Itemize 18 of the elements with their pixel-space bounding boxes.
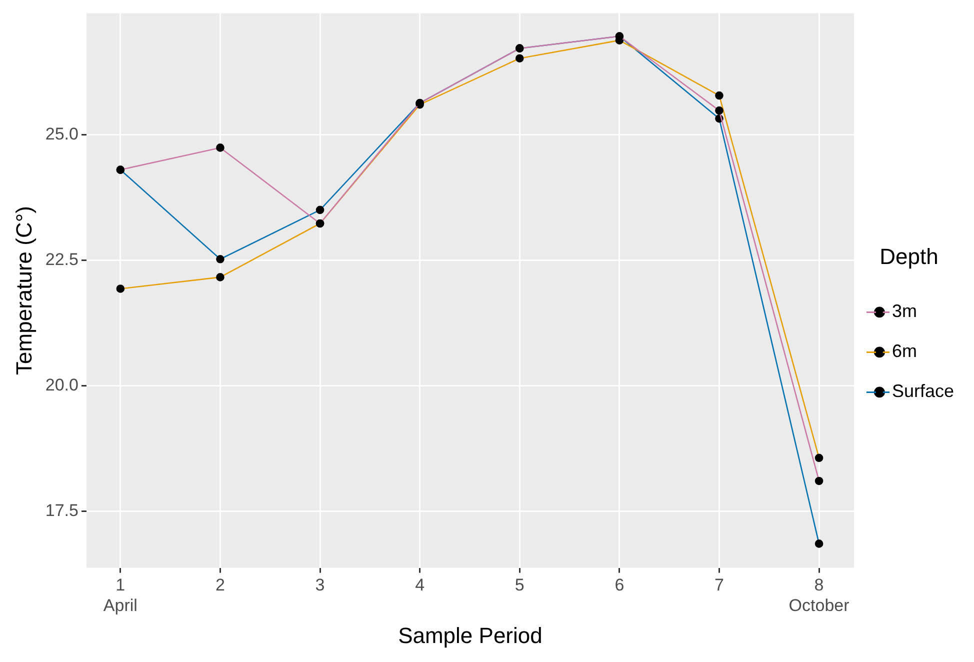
y-tick-label: 20.0: [45, 375, 78, 394]
legend-label: 3m: [892, 301, 917, 322]
y-tick-label: 17.5: [45, 500, 78, 520]
x-tick-label: 8 October: [788, 576, 850, 616]
y-tick-label: 25.0: [45, 124, 78, 144]
x-tick-label: 1 April: [103, 576, 138, 616]
y-axis-title: Temperature (C°): [11, 206, 36, 375]
y-tick-label: 22.5: [45, 250, 78, 269]
legend-label: Surface: [892, 381, 954, 402]
x-axis-title: Sample Period: [398, 622, 542, 648]
x-tick-label: 6: [614, 576, 624, 595]
x-tick-label: 4: [415, 576, 425, 595]
legend-title: Depth: [880, 244, 938, 269]
x-tick-label: 2: [215, 576, 225, 595]
x-tick-label: 7: [714, 576, 724, 595]
legend-label: 6m: [892, 341, 917, 362]
x-tick-label: 3: [315, 576, 325, 595]
x-tick-label: 5: [514, 576, 524, 595]
